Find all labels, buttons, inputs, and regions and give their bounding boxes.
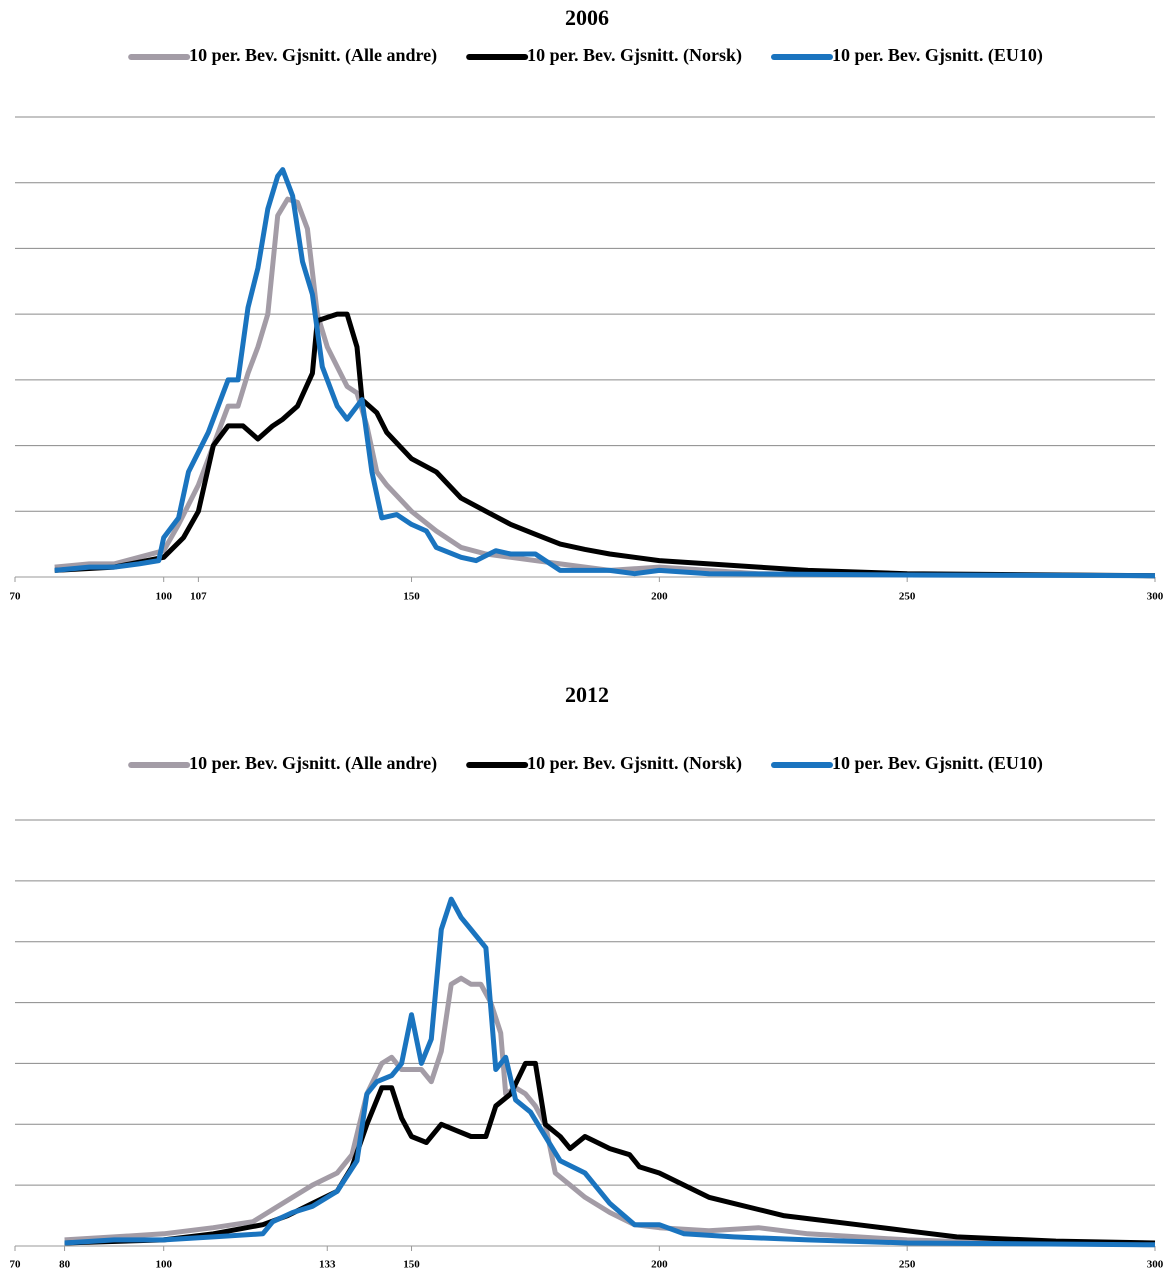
- chart-title: 2006: [565, 5, 609, 30]
- series-line: [54, 311, 1156, 579]
- x-tick-label: 300: [1147, 591, 1164, 603]
- x-tick-label: 107: [190, 591, 207, 603]
- series-line: [54, 196, 1156, 579]
- legend-label: 10 per. Bev. Gjsnitt. (Alle andre): [189, 45, 437, 66]
- chart-title: 2012: [565, 682, 609, 707]
- legend-label: 10 per. Bev. Gjsnitt. (Alle andre): [189, 753, 437, 774]
- x-tick-label: 70: [10, 1259, 22, 1271]
- x-tick-label: 300: [1147, 1259, 1164, 1271]
- legend-label: 10 per. Bev. Gjsnitt. (EU10): [832, 45, 1043, 66]
- chart: 2012 10 per. Bev. Gjsnitt. (Alle andre) 10…: [10, 682, 1164, 1270]
- x-tick-label: 80: [59, 1259, 71, 1271]
- series-line: [64, 1060, 1156, 1246]
- x-tick-label: 150: [403, 1259, 420, 1271]
- x-tick-label: 250: [899, 591, 916, 603]
- series-line: [64, 896, 1156, 1248]
- x-tick-label: 200: [651, 591, 668, 603]
- chart: 2006 10 per. Bev. Gjsnitt. (Alle andre) 10…: [10, 5, 1164, 602]
- x-tick-label: 70: [10, 591, 22, 603]
- legend-label: 10 per. Bev. Gjsnitt. (EU10): [832, 753, 1043, 774]
- x-tick-label: 133: [319, 1259, 336, 1271]
- legend-label: 10 per. Bev. Gjsnitt. (Norsk): [527, 45, 742, 66]
- x-tick-label: 100: [155, 591, 172, 603]
- legend-label: 10 per. Bev. Gjsnitt. (Norsk): [527, 753, 742, 774]
- series-line: [54, 167, 1156, 579]
- x-tick-label: 150: [403, 591, 420, 603]
- x-tick-label: 250: [899, 1259, 916, 1271]
- x-tick-label: 200: [651, 1259, 668, 1271]
- x-tick-label: 100: [155, 1259, 172, 1271]
